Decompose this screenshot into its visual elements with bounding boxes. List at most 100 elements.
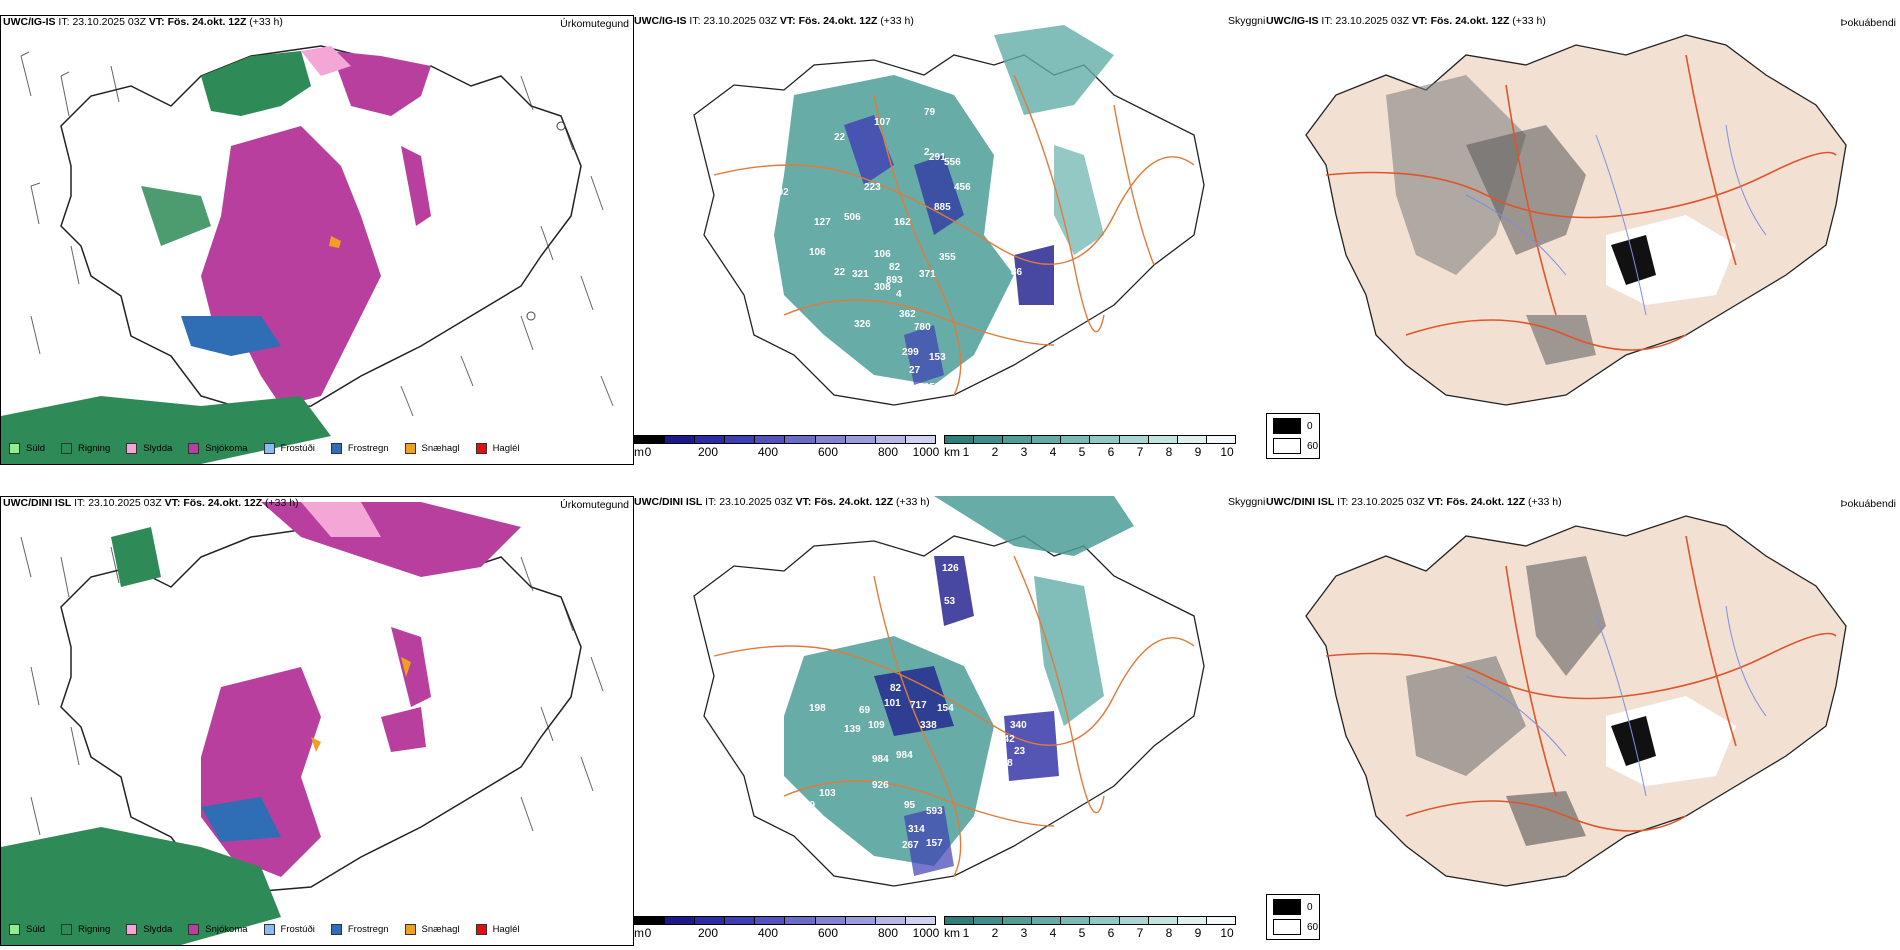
station-label: 82 xyxy=(889,262,901,273)
station-label: 109 xyxy=(868,720,885,731)
legend-item: Súld xyxy=(9,443,45,454)
tick: 0 xyxy=(644,445,652,459)
tick: 4 xyxy=(1049,926,1057,940)
station-label: 893 xyxy=(886,275,903,286)
swatch-snjokoma xyxy=(188,924,200,935)
tick: 800 xyxy=(877,445,899,459)
swatch-snjokoma xyxy=(188,443,200,454)
station-label: 198 xyxy=(809,703,826,714)
fog-map-row2 xyxy=(1305,515,1847,887)
station-label: 267 xyxy=(902,840,919,851)
legend-label: Snjókoma xyxy=(205,443,248,454)
station-label: 371 xyxy=(919,269,936,280)
colorbar-m-bar xyxy=(634,916,936,925)
swatch-rigning xyxy=(61,443,73,454)
legend-label: Súld xyxy=(26,924,46,935)
header-row1-panel1: UWC/IG-IS IT: 23.10.2025 03Z VT: Fös. 24… xyxy=(3,16,283,28)
header-row2-panel2: UWC/DINI ISL IT: 23.10.2025 03Z VT: Fös.… xyxy=(634,496,930,508)
visibility-map-row2: 126 53 148 99 260 82 101 717 154 198 69 … xyxy=(693,496,1205,887)
legend-item: Frostúði xyxy=(263,443,315,454)
legend-item: Frostregn xyxy=(330,924,389,935)
tick: 800 xyxy=(877,926,899,940)
station-label: 69 xyxy=(804,800,816,811)
legend-label: Slydda xyxy=(143,924,173,935)
station-label: 142 xyxy=(998,734,1015,745)
rivers xyxy=(1465,605,1767,797)
roads xyxy=(1325,535,1837,832)
legend-item: Rigning xyxy=(61,443,110,454)
title-precip-type-row1: Úrkomutegund xyxy=(560,18,629,30)
station-label: 148 xyxy=(984,566,1001,577)
legend-item: Slydda xyxy=(126,924,172,935)
station-label: 926 xyxy=(872,780,889,791)
title-fog-row2: Þokuábendi xyxy=(1840,498,1896,510)
unit-m: m xyxy=(634,445,644,459)
legend-label: Frostúði xyxy=(280,924,315,935)
station-label: 223 xyxy=(864,182,881,193)
fog-key-row1: 0 60 xyxy=(1266,413,1320,459)
header-row1-panel2: UWC/IG-IS IT: 23.10.2025 03Z VT: Fös. 24… xyxy=(634,15,914,27)
legend-item: Snæhagl xyxy=(404,443,460,454)
station-labels-row2: 126 53 148 99 260 82 101 717 154 198 69 … xyxy=(729,563,1027,851)
tick: 600 xyxy=(817,926,839,940)
legend-label: Snæhagl xyxy=(421,924,460,935)
fog-panel-row1: UWC/IG-IS IT: 23.10.2025 03Z VT: Fös. 24… xyxy=(1266,15,1900,463)
visibility-map-row1: 107 79 22 85 10 202 2 223 291 556 456 88… xyxy=(693,25,1205,406)
unit-m: m xyxy=(634,926,644,940)
station-label: 85 xyxy=(749,137,761,148)
tick: 400 xyxy=(757,926,779,940)
tick: 1000 xyxy=(912,926,940,940)
station-label: 291 xyxy=(929,152,946,163)
tick: 5 xyxy=(1078,926,1086,940)
title-visibility-row1: Skyggni xyxy=(1228,15,1266,27)
tick: 200 xyxy=(697,926,719,940)
station-label: 139 xyxy=(844,724,861,735)
tick: 3 xyxy=(1020,445,1028,459)
tick: 7 xyxy=(1136,445,1144,459)
legend-item: Frostúði xyxy=(263,924,315,935)
station-label: 157 xyxy=(924,382,941,393)
legend-item: Haglél xyxy=(475,924,520,935)
colorbar-m-row1: m 0 200 400 600 800 1000 xyxy=(634,435,939,459)
tick: 6 xyxy=(1107,445,1115,459)
swatch-frostregn xyxy=(330,924,342,935)
swatch-snaehagl xyxy=(404,443,416,454)
tick: 2 xyxy=(991,445,999,459)
swatch-frostregn xyxy=(330,443,342,454)
wind-barbs xyxy=(20,536,604,836)
station-label: 103 xyxy=(819,788,836,799)
coastline xyxy=(60,526,582,893)
station-label: 321 xyxy=(852,269,869,280)
tick: 400 xyxy=(757,445,779,459)
station-label: 162 xyxy=(894,217,911,228)
legend-label: Snæhagl xyxy=(421,443,460,454)
swatch-slydda xyxy=(126,924,138,935)
legend-label: Frostregn xyxy=(347,924,389,935)
station-label: 79 xyxy=(924,107,936,118)
station-label: 984 xyxy=(872,754,889,765)
station-label: 338 xyxy=(920,720,937,731)
legend-item: Snjókoma xyxy=(188,443,248,454)
station-label: 23 xyxy=(1014,746,1026,757)
legend-item: Snæhagl xyxy=(404,924,460,935)
station-label: 326 xyxy=(854,319,871,330)
header-row1-panel3: UWC/IG-IS IT: 23.10.2025 03Z VT: Fös. 24… xyxy=(1266,15,1546,27)
tick: 1 xyxy=(962,926,970,940)
station-label: 202 xyxy=(772,187,789,198)
fog-map-row1 xyxy=(1305,34,1847,406)
title-fog-row1: Þokuábendi xyxy=(1840,17,1896,29)
station-label: 86 xyxy=(1011,267,1023,278)
legend-label: Frostúði xyxy=(280,443,315,454)
colorbar-km-bar xyxy=(944,916,1236,925)
tick: 9 xyxy=(1194,445,1202,459)
station-label: 27 xyxy=(909,365,921,376)
legend-item: Súld xyxy=(9,924,45,935)
legend-label: Haglél xyxy=(492,924,520,935)
unit-km: km xyxy=(944,445,960,459)
precip-type-panel-row1: UWC/IG-IS IT: 23.10.2025 03Z VT: Fös. 24… xyxy=(0,15,634,465)
legend-label: Slydda xyxy=(143,443,173,454)
header-row2-panel3: UWC/DINI ISL IT: 23.10.2025 03Z VT: Fös.… xyxy=(1266,496,1562,508)
station-label: 308 xyxy=(874,282,891,293)
station-label: 593 xyxy=(926,806,943,817)
legend-item: Haglél xyxy=(475,443,520,454)
